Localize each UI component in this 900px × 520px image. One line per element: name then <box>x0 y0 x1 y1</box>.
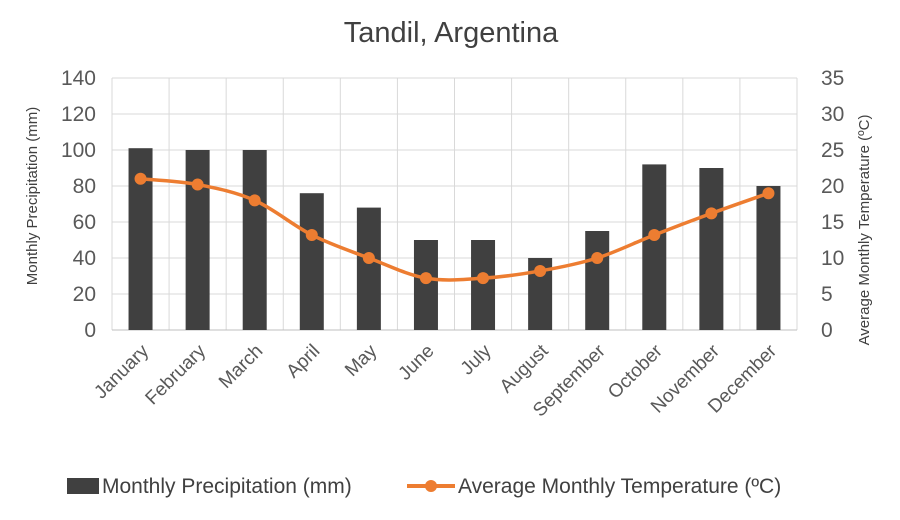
category-label: April <box>283 341 325 383</box>
legend-swatch-precipitation <box>67 478 99 494</box>
legend: Monthly Precipitation (mm) Average Month… <box>67 475 781 498</box>
category-label: March <box>215 341 267 393</box>
legend-label-temperature: Average Monthly Temperature (ºC) <box>458 475 781 498</box>
right-axis-tick-label: 25 <box>821 139 844 162</box>
temperature-point <box>191 178 204 191</box>
left-axis-ticks: 0 20 40 60 80 100 120 140 <box>61 67 96 342</box>
right-axis-tick-label: 35 <box>821 67 844 90</box>
left-axis-tick-label: 60 <box>73 211 96 234</box>
legend-swatch-temperature-marker <box>425 480 437 492</box>
temperature-point <box>648 228 661 241</box>
right-axis-tick-label: 30 <box>821 103 844 126</box>
temperature-line-layer <box>134 172 775 285</box>
temperature-point <box>591 252 604 264</box>
left-axis-title: Monthly Precipitation (mm) <box>24 107 41 285</box>
legend-label-precipitation: Monthly Precipitation (mm) <box>102 475 352 498</box>
right-axis-tick-label: 5 <box>821 283 833 306</box>
right-axis-tick-label: 10 <box>821 247 844 270</box>
category-label: July <box>457 340 496 379</box>
bar-precipitation <box>756 186 781 330</box>
category-label: February <box>142 340 211 409</box>
left-axis-tick-label: 140 <box>61 67 96 90</box>
bar-precipitation <box>699 168 724 330</box>
chart-title: Tandil, Argentina <box>344 17 559 49</box>
bar-precipitation <box>471 240 496 330</box>
left-axis-tick-label: 20 <box>73 283 96 306</box>
bar-precipitation <box>242 150 267 330</box>
category-label: May <box>341 340 382 381</box>
temperature-point <box>534 264 547 277</box>
category-label: August <box>496 340 553 397</box>
vertical-gridlines <box>111 78 798 330</box>
right-axis-tick-label: 0 <box>821 319 833 342</box>
temperature-point <box>362 252 375 264</box>
left-axis-tick-label: 0 <box>84 319 96 342</box>
right-axis-tick-label: 15 <box>821 211 844 234</box>
horizontal-gridlines <box>112 77 797 331</box>
category-label: June <box>395 341 439 385</box>
temperature-point <box>762 187 775 200</box>
right-axis-tick-label: 20 <box>821 175 844 198</box>
right-axis-title: Average Monthly Temperature (ºC) <box>856 115 873 346</box>
temperature-point <box>419 272 432 285</box>
left-axis-tick-label: 80 <box>73 175 96 198</box>
left-axis-tick-label: 120 <box>61 103 96 126</box>
temperature-point <box>477 272 490 285</box>
bar-precipitation <box>585 231 610 330</box>
temperature-point <box>705 207 718 220</box>
bar-precipitation <box>299 193 324 330</box>
bar-precipitation <box>642 164 667 330</box>
temperature-point <box>248 194 261 207</box>
left-axis-tick-label: 40 <box>73 247 96 270</box>
right-axis-ticks: 0 5 10 15 20 25 30 35 <box>821 67 844 342</box>
bar-precipitation <box>356 207 381 330</box>
bar-precipitation <box>413 240 438 330</box>
precipitation-bars <box>128 148 781 330</box>
bar-precipitation <box>185 150 210 330</box>
temperature-point <box>305 228 318 241</box>
left-axis-tick-label: 100 <box>61 139 96 162</box>
temperature-point <box>134 172 147 185</box>
